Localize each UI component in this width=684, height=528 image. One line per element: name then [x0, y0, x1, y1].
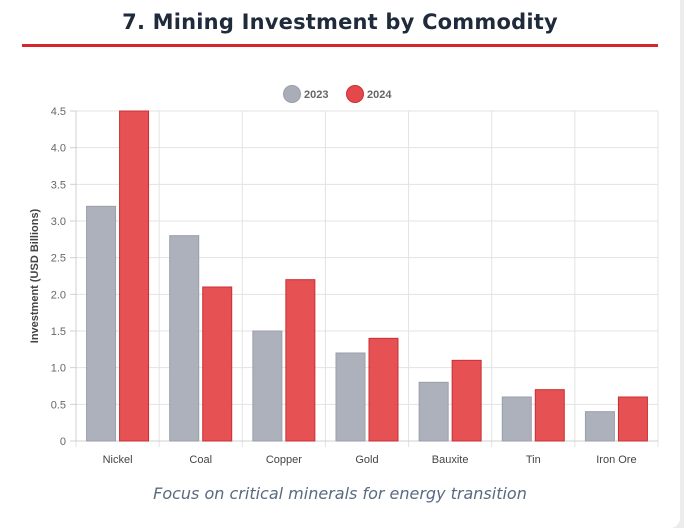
x-tick-label: Coal: [189, 454, 212, 466]
y-tick-label: 0: [60, 436, 66, 448]
legend-swatch: [346, 85, 364, 103]
bar-2023-coal[interactable]: [169, 235, 200, 442]
legend-item-2023[interactable]: 2023: [283, 85, 329, 103]
legend[interactable]: 2023 2024: [283, 85, 393, 103]
bar-2023-bauxite[interactable]: [418, 381, 449, 442]
grid-lines: [75, 110, 659, 447]
y-tick-label: 0.5: [51, 399, 66, 411]
bar-2023-tin[interactable]: [501, 396, 532, 442]
y-tick-label: 4.0: [51, 143, 66, 155]
x-tick-label: Iron Ore: [596, 454, 636, 466]
legend-label: 2024: [367, 89, 392, 101]
bar-2024-bauxite[interactable]: [451, 359, 482, 442]
bar-2023-nickel[interactable]: [86, 205, 117, 442]
legend-swatch: [283, 85, 301, 103]
y-tick-label: 4.5: [51, 106, 66, 118]
bar-2024-tin[interactable]: [534, 389, 565, 442]
legend-label: 2023: [304, 89, 328, 101]
y-tick-label: 2.5: [51, 253, 66, 265]
x-tick-label: Bauxite: [432, 454, 469, 466]
bar-2024-nickel[interactable]: [119, 110, 150, 442]
page-title: 7. Mining Investment by Commodity: [122, 10, 558, 34]
title-underline: [22, 44, 658, 47]
y-axis-title: Investment (USD Billions): [29, 208, 41, 343]
x-tick-label: Copper: [266, 454, 302, 466]
y-tick-label: 1.0: [51, 363, 66, 375]
axis-labels: 0 0.5 1.0 1.5 2.0 2.5 3.0 3.5 4.0 4.5 Nickel Coal Co…: [29, 106, 637, 466]
x-tick-label: Gold: [355, 454, 378, 466]
bar-2023-iron-ore[interactable]: [584, 411, 615, 442]
x-tick-label: Tin: [526, 454, 541, 466]
y-tick-label: 3.5: [51, 179, 66, 191]
chart-subtitle: Focus on critical minerals for energy tr…: [153, 484, 527, 503]
bar-2024-iron-ore[interactable]: [617, 396, 648, 442]
y-tick-label: 1.5: [51, 326, 66, 338]
bar-2024-gold[interactable]: [368, 337, 399, 442]
x-tick-label: Nickel: [103, 454, 133, 466]
bar-chart: 0 0.5 1.0 1.5 2.0 2.5 3.0 3.5 4.0 4.5 Nickel Coal Co…: [29, 85, 659, 466]
bar-2024-copper[interactable]: [285, 279, 316, 442]
bars: [86, 110, 648, 442]
bar-2023-gold[interactable]: [335, 352, 366, 442]
y-tick-label: 3.0: [51, 216, 66, 228]
legend-item-2024[interactable]: 2024: [346, 85, 393, 103]
bar-2024-coal[interactable]: [202, 286, 233, 442]
bar-2023-copper[interactable]: [252, 330, 283, 442]
y-tick-label: 2.0: [51, 289, 66, 301]
